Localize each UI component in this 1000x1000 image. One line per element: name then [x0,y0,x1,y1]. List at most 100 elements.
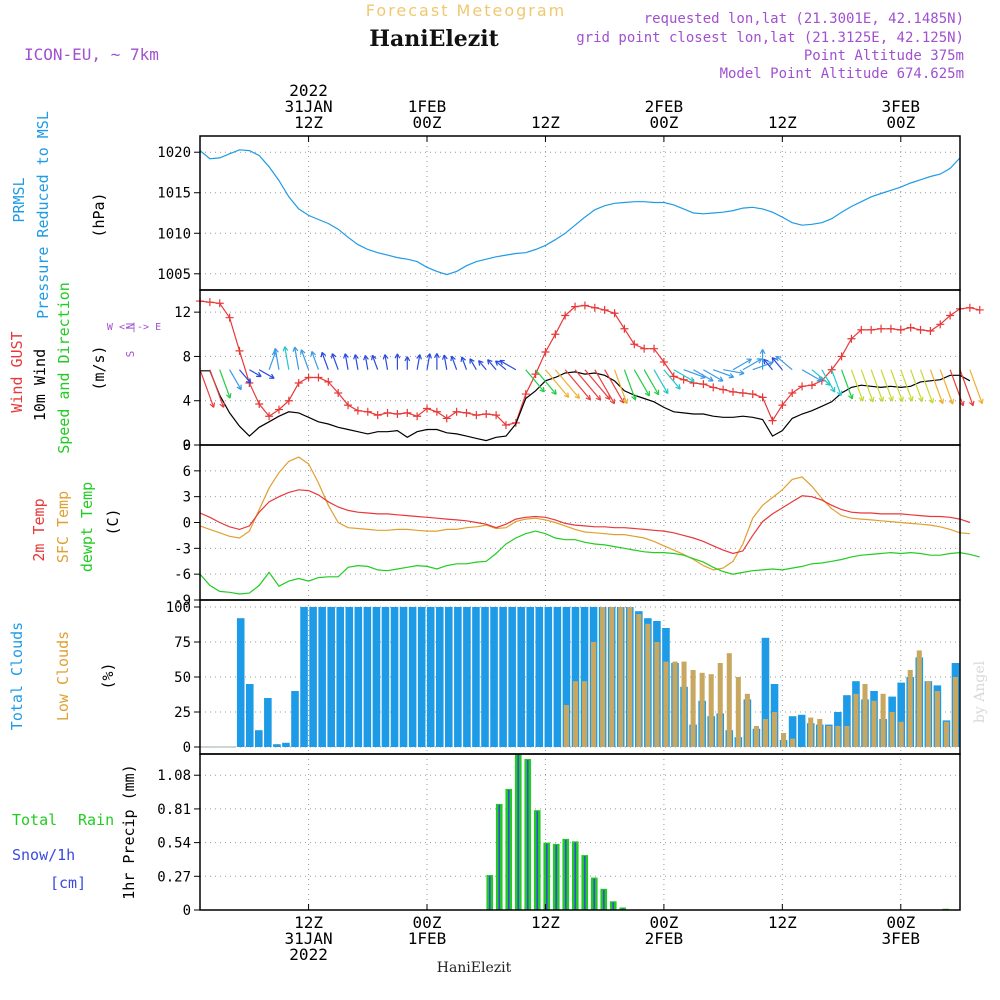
wind-arrow [959,369,974,406]
low-cloud-bar [690,670,696,747]
wind-arrow [890,369,904,402]
wind-arrow-head [868,396,875,403]
gust-marker [709,383,718,392]
wind-arrow-head [209,402,216,408]
footer-place: HaniElezit [437,960,512,976]
total-cloud-bar [417,607,426,747]
low-cloud-bar [790,738,796,747]
panel-frame [199,135,961,291]
total-clouds-label: Total Clouds [8,622,26,730]
y-tick-label: 0.81 [157,802,191,818]
wind-arrow-head [858,396,865,402]
wind-arrow [209,369,225,408]
model-name: ICON-EU, ~ 7km [24,45,159,64]
time-label-bottom: 12Z [531,913,560,932]
wind-arrow-head [282,346,289,352]
place-name: HaniElezit [369,26,499,52]
wind-arrow [850,369,864,402]
low-cloud-bar [817,719,823,747]
total-cloud-bar [426,607,435,747]
total-cloud-bar [390,607,399,747]
low-cloud-bar [753,726,759,747]
wind-arrow-head [585,394,592,401]
total-cloud-bar [571,607,580,747]
wind-arrow-head [574,393,580,399]
wind-arrow-head [708,376,714,382]
gust-marker [324,377,333,386]
wind-arrow-head [433,353,440,359]
wind-arrow [554,369,580,399]
gust-marker [235,346,244,355]
low-cloud-bar [844,726,850,747]
wind-arrow-head [310,350,316,357]
wind-arrow-head [460,356,466,362]
wind-arrow [613,369,628,404]
wind-arrow [584,369,611,400]
wind-arrow [478,360,487,371]
wind-arrow [811,369,831,386]
low-cloud-bar [835,726,841,747]
y-tick-label: 1005 [157,267,191,283]
sfc-label: SFC Temp [54,491,72,563]
low-cloud-bar [925,681,931,747]
low-cloud-bar [618,607,624,747]
wind-arrow [683,369,706,379]
y-tick-label: 1010 [157,226,191,242]
y-tick-label: 50 [174,670,191,686]
time-label-bottom: 3FEB [882,929,921,948]
y-tick-label: 0 [183,903,191,919]
gust-marker [906,323,915,332]
gust-marker [541,348,550,356]
gust-marker [590,303,599,312]
wind-arrow-head [978,398,984,405]
gust-marker [492,411,501,420]
wind-arrow [880,369,894,402]
gust-marker [837,352,846,361]
low-cloud-bar [681,661,687,747]
gust-marker [620,324,629,333]
wind-arrow [426,353,431,370]
low-cloud-bar [645,623,651,747]
low-clouds-label: Low Clouds [54,631,72,721]
time-label-top: 1FEB [408,97,447,116]
wind-arrow [525,369,545,393]
wind-arrow-head [539,386,545,393]
wind-arrow-head [494,360,501,366]
wind-arrow [732,358,752,371]
gust-marker [916,325,925,334]
low-cloud-bar [563,705,569,747]
clouds-unit: (%) [99,662,117,689]
wind-arrow [703,369,724,382]
wind-arrow [919,369,934,404]
wind-arrow-head [292,346,299,352]
low-cloud-bar [781,733,787,747]
wind-arrow-head [759,349,766,355]
wind-arrow [831,369,842,396]
gust-marker [807,381,816,390]
wind-arrow-head [236,384,242,391]
gust-marker [847,334,856,343]
wind-arrow [763,358,773,371]
time-label-top: 2022 [289,81,328,100]
wind-arrow [742,358,762,371]
total-cloud-bar [282,742,290,747]
wind-arrow-head [898,396,904,402]
wind-arrow [354,354,359,370]
wind-arrow [840,369,853,400]
gust-marker [758,393,767,402]
low-cloud-bar [880,693,886,747]
time-label-top: 00Z [886,113,915,132]
gust-marker [353,406,362,415]
time-label-bottom: 2022 [289,945,328,964]
gust-marker [304,373,313,382]
gust-marker [531,370,540,379]
gust-marker [679,375,688,384]
requested-location: requested lon,lat (21.3001E, 42.1485N) [644,11,964,27]
wind-arrow-head [848,393,854,400]
temp-label: 2m Temp [30,498,48,561]
wind-arrow-head [478,360,484,366]
total-cloud-bar [797,714,806,747]
compass-s: S [124,351,137,358]
total-cloud-bar [481,607,489,747]
wind-arrow [623,369,636,401]
